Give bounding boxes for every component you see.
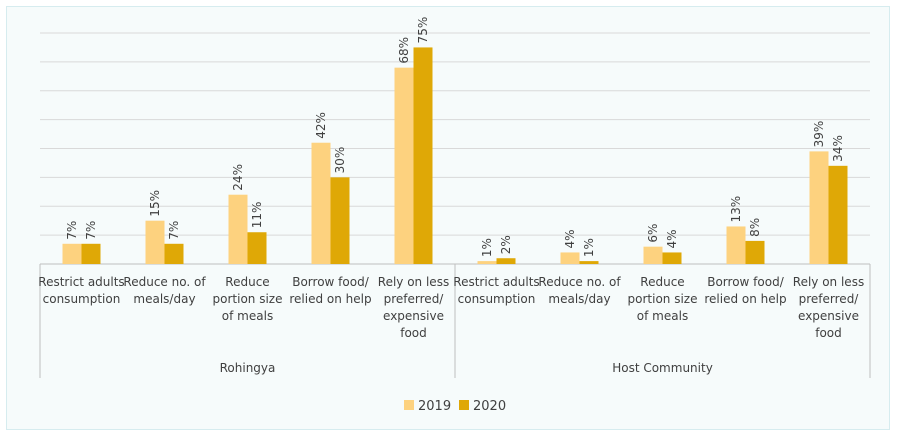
data-label: 7% [167,221,181,240]
category-label: Rely on less preferred/expensive food [793,275,864,340]
legend-swatch-2020 [459,400,469,410]
bar-2020-7 [662,252,682,264]
bar-2020-0 [81,243,101,264]
bar-2020-4 [413,47,433,264]
category-label: Reduce no. of meals/day [538,275,621,306]
data-label: 2% [499,235,513,254]
data-label: 34% [831,135,845,162]
data-label: 7% [65,221,79,240]
data-label: 75% [416,17,430,44]
bar-2020-9 [828,165,848,264]
bar-2019-2 [228,194,248,264]
category-label: Restrict adults consumption [453,275,539,306]
data-label: 6% [646,224,660,243]
data-label: 42% [314,112,328,139]
category-label: Reduce portion size of meals [213,275,283,323]
data-label: 15% [148,190,162,217]
bar-2020-5 [496,258,516,264]
bar-2019-7 [643,246,663,264]
group-label: Host Community [612,361,713,375]
legend-label: 2020 [473,399,506,414]
data-label: 4% [563,229,577,248]
category-label: Reduce portion size of meals [628,275,698,323]
group-label: Rohingya [220,361,276,375]
legend-label: 2019 [418,399,451,414]
bar-2019-8 [726,226,746,264]
data-label: 39% [812,121,826,148]
data-label: 1% [480,238,494,257]
bar-2020-6 [579,261,599,264]
data-label: 68% [397,37,411,64]
data-label: 1% [582,238,596,257]
bar-2020-8 [745,240,765,264]
category-label: Borrow food/relied on help [704,275,786,306]
chart-frame [6,6,890,430]
data-label: 11% [250,202,264,229]
bar-2020-2 [247,232,267,264]
category-label: Rely on less preferred/expensive food [378,275,449,340]
bar-2019-3 [311,142,331,264]
bar-2020-1 [164,243,184,264]
legend-swatch-2019 [404,400,414,410]
data-label: 4% [665,229,679,248]
data-label: 24% [231,164,245,191]
bar-2019-1 [145,220,165,264]
data-label: 30% [333,147,347,174]
bar-2019-4 [394,67,414,265]
bar-2019-6 [560,252,580,264]
data-label: 7% [84,221,98,240]
bar-2019-5 [477,261,497,264]
data-label: 8% [748,218,762,237]
category-label: Borrow food/relied on help [289,275,371,306]
category-label: Restrict adults consumption [38,275,124,306]
bar-2019-0 [62,243,82,264]
category-label: Reduce no. of meals/day [123,275,206,306]
bar-2020-3 [330,177,350,264]
bar-2019-9 [809,151,829,264]
data-label: 13% [729,196,743,223]
